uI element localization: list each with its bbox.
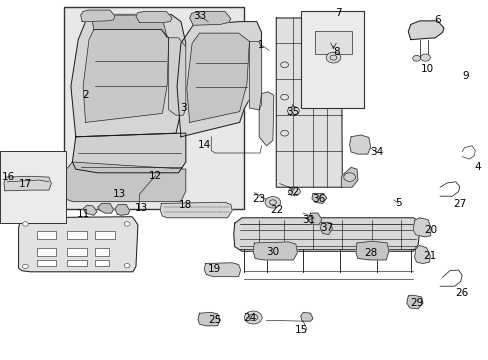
Text: 23: 23 (252, 194, 265, 204)
Polygon shape (168, 38, 185, 115)
Circle shape (264, 197, 280, 208)
Text: 10: 10 (420, 64, 432, 74)
Polygon shape (186, 33, 249, 122)
Text: 30: 30 (266, 247, 279, 257)
Text: 3: 3 (180, 103, 186, 113)
Polygon shape (320, 222, 332, 235)
Circle shape (244, 311, 262, 324)
Text: 32: 32 (285, 186, 299, 197)
Bar (300, 11, 364, 108)
Text: 35: 35 (285, 107, 299, 117)
Polygon shape (349, 135, 370, 154)
Polygon shape (355, 241, 388, 260)
Polygon shape (233, 218, 419, 251)
Text: 17: 17 (19, 179, 32, 189)
Text: 11: 11 (76, 209, 90, 219)
Polygon shape (253, 242, 297, 260)
Circle shape (343, 173, 355, 181)
Bar (63, 7, 244, 209)
Polygon shape (160, 202, 232, 218)
Text: 9: 9 (461, 71, 468, 81)
Circle shape (420, 54, 429, 61)
Text: 22: 22 (270, 204, 284, 215)
Polygon shape (63, 162, 185, 202)
Polygon shape (92, 15, 167, 38)
Polygon shape (98, 203, 113, 213)
Text: 34: 34 (369, 147, 383, 157)
Text: 21: 21 (423, 251, 436, 261)
Text: 20: 20 (424, 225, 437, 235)
Circle shape (325, 52, 340, 63)
Text: 7: 7 (334, 8, 341, 18)
Text: 29: 29 (409, 298, 423, 308)
Polygon shape (177, 22, 261, 137)
Circle shape (124, 222, 130, 226)
Text: 31: 31 (302, 215, 315, 225)
Bar (37, 260, 56, 266)
Bar (37, 231, 56, 239)
Polygon shape (300, 312, 312, 321)
Polygon shape (83, 205, 97, 215)
Bar (0, 151, 66, 223)
Polygon shape (406, 295, 422, 309)
Circle shape (22, 264, 28, 269)
Text: 18: 18 (179, 200, 192, 210)
Circle shape (412, 55, 420, 61)
Bar (315, 31, 351, 54)
Polygon shape (198, 312, 220, 326)
Text: 4: 4 (474, 162, 481, 172)
Polygon shape (249, 41, 261, 110)
Polygon shape (204, 263, 240, 276)
Text: 2: 2 (82, 90, 89, 100)
Text: 26: 26 (454, 288, 468, 298)
Bar (95, 260, 109, 266)
Polygon shape (71, 14, 185, 137)
Polygon shape (412, 218, 430, 237)
Bar (37, 248, 56, 256)
Circle shape (288, 187, 300, 196)
Text: 13: 13 (113, 189, 126, 199)
Polygon shape (19, 217, 138, 272)
Polygon shape (72, 133, 185, 173)
Text: 36: 36 (311, 194, 325, 204)
Text: 13: 13 (135, 203, 148, 213)
Circle shape (287, 107, 299, 115)
Text: 12: 12 (148, 171, 162, 181)
Text: 8: 8 (332, 47, 339, 57)
Text: 25: 25 (208, 315, 222, 325)
Bar (67, 260, 87, 266)
Polygon shape (307, 213, 321, 225)
Polygon shape (81, 10, 115, 22)
Polygon shape (414, 246, 429, 264)
Text: 33: 33 (192, 11, 206, 21)
Text: 15: 15 (294, 325, 308, 336)
Text: 27: 27 (452, 199, 466, 210)
Text: 19: 19 (207, 264, 221, 274)
Polygon shape (136, 12, 172, 22)
Text: 24: 24 (243, 312, 257, 323)
Circle shape (22, 222, 28, 226)
Text: 28: 28 (363, 248, 377, 258)
Polygon shape (189, 12, 230, 25)
Polygon shape (341, 167, 357, 187)
Polygon shape (276, 18, 342, 187)
Text: 37: 37 (319, 222, 333, 233)
Polygon shape (115, 204, 129, 215)
Bar (95, 231, 115, 239)
Bar (67, 231, 87, 239)
Bar (67, 248, 87, 256)
Polygon shape (311, 194, 326, 203)
Polygon shape (4, 176, 51, 191)
Polygon shape (259, 92, 273, 146)
Text: 6: 6 (433, 15, 440, 25)
Bar (95, 248, 109, 256)
Text: 5: 5 (394, 198, 401, 208)
Polygon shape (83, 30, 168, 122)
Text: 14: 14 (197, 140, 211, 150)
Polygon shape (407, 21, 443, 40)
Text: 1: 1 (258, 40, 264, 50)
Text: 16: 16 (2, 172, 16, 182)
Circle shape (124, 264, 130, 268)
